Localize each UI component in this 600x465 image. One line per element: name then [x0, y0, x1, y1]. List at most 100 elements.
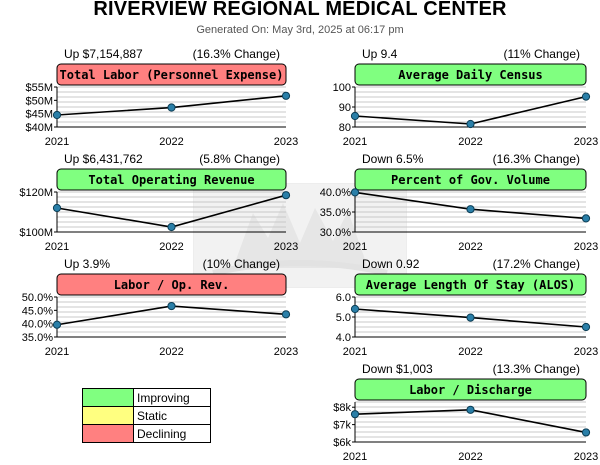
data-point — [52, 320, 62, 329]
data-point — [167, 301, 176, 311]
change-percent: (13.3% Change) — [493, 362, 580, 376]
x-tick-label: 2023 — [274, 241, 298, 253]
data-point — [581, 428, 591, 437]
data-point — [52, 203, 62, 213]
chart-title: Percent of Gov. Volume — [391, 173, 550, 187]
change-percent: (10% Change) — [203, 257, 280, 271]
status-tab — [56, 63, 287, 86]
y-tick-label: $45M — [25, 109, 53, 121]
change-amount: Down 0.92 — [362, 257, 420, 271]
series-line — [354, 95, 587, 125]
data-point — [281, 91, 291, 100]
y-tick-label: 90 — [339, 102, 351, 114]
chart-title: Total Labor (Personnel Expense) — [60, 68, 284, 82]
change-amount: Up 3.9% — [64, 257, 110, 271]
chart-panel-2: Up 9.4 (11% Change) Average Daily Census 80… — [333, 47, 599, 148]
legend: Improving Static Declining — [82, 388, 211, 443]
status-tab — [354, 168, 587, 191]
y-tick-label: $50M — [25, 95, 53, 107]
data-point — [350, 188, 360, 197]
x-tick-label: 2022 — [458, 346, 482, 358]
x-tick-label: 2023 — [574, 241, 598, 253]
data-point — [350, 111, 360, 121]
y-tick-label: 35.0% — [22, 332, 53, 344]
x-tick-label: 2023 — [574, 136, 598, 148]
chart-title: Labor / Op. Rev. — [114, 278, 230, 292]
data-point — [52, 110, 62, 120]
x-tick-label: 2022 — [458, 241, 482, 253]
x-tick-label: 2022 — [159, 241, 183, 253]
y-tick-label: 4.0 — [336, 332, 351, 344]
x-tick-label: 2021 — [45, 241, 69, 253]
y-tick-label: 40.0% — [22, 319, 53, 331]
change-percent: (11% Change) — [504, 47, 581, 61]
change-amount: Up $6,431,762 — [64, 152, 143, 166]
x-tick-label: 2021 — [343, 241, 367, 253]
y-tick-label: $6k — [333, 437, 351, 449]
data-point — [581, 214, 591, 223]
chart-panel-4: Down 6.5% (16.3% Change) Percent of Gov. V… — [320, 152, 598, 253]
legend-swatch-declining — [82, 424, 134, 443]
data-point — [350, 304, 360, 314]
status-tab — [354, 378, 587, 401]
legend-item-static: Static — [82, 406, 211, 425]
chart-panel-6: Down 0.92 (17.2% Change) Average Length Of… — [336, 257, 599, 358]
legend-item-improving: Improving — [82, 388, 211, 407]
x-tick-label: 2021 — [45, 136, 69, 148]
x-tick-label: 2021 — [343, 346, 367, 358]
chart-panel-1: Up $7,154,887 (16.3% Change) Total Labor (… — [25, 47, 298, 148]
y-tick-label: 30.0% — [320, 227, 351, 239]
x-tick-label: 2023 — [574, 451, 598, 463]
y-tick-label: $8k — [333, 402, 351, 414]
legend-label-improving: Improving — [133, 388, 211, 407]
legend-item-declining: Declining — [82, 424, 211, 443]
chart-panel-7: Down $1,003 (13.3% Change) Labor / Dischar… — [333, 362, 598, 463]
data-point — [581, 92, 591, 101]
y-tick-label: 45.0% — [22, 305, 53, 317]
change-percent: (5.8% Change) — [199, 152, 280, 166]
data-point — [167, 103, 176, 112]
y-tick-label: 40.0% — [320, 187, 351, 199]
chart-panel-3: Up $6,431,762 (5.8% Change) Total Operatin… — [19, 152, 298, 253]
status-tab — [354, 273, 587, 296]
x-tick-label: 2022 — [159, 346, 183, 358]
data-point — [466, 205, 475, 214]
y-tick-label: 35.0% — [320, 207, 351, 219]
y-tick-label: $40M — [25, 122, 53, 134]
x-tick-label: 2022 — [458, 451, 482, 463]
x-tick-label: 2023 — [274, 136, 298, 148]
legend-label-declining: Declining — [133, 424, 211, 443]
y-tick-label: 50.0% — [22, 292, 53, 304]
chart-title: Average Length Of Stay (ALOS) — [366, 278, 576, 292]
x-tick-label: 2021 — [343, 136, 367, 148]
data-point — [281, 191, 291, 200]
change-percent: (16.3% Change) — [493, 152, 580, 166]
y-tick-label: 6.0 — [336, 292, 351, 304]
x-tick-label: 2022 — [159, 136, 183, 148]
legend-label-static: Static — [133, 406, 211, 425]
chart-title: Total Operating Revenue — [88, 173, 254, 187]
y-tick-label: $7k — [333, 420, 351, 432]
y-tick-label: $120M — [19, 187, 53, 199]
x-tick-label: 2021 — [343, 451, 367, 463]
y-tick-label: 5.0 — [336, 312, 351, 324]
watermark-logo — [193, 183, 407, 288]
status-tab — [56, 168, 287, 191]
x-tick-label: 2023 — [274, 346, 298, 358]
legend-swatch-improving — [82, 388, 134, 407]
data-point — [281, 310, 291, 319]
change-amount: Down 6.5% — [362, 152, 424, 166]
chart-title: Average Daily Census — [398, 68, 543, 82]
data-point — [466, 313, 475, 322]
data-point — [466, 405, 475, 414]
change-amount: Up $7,154,887 — [64, 47, 143, 61]
change-percent: (16.3% Change) — [193, 47, 280, 61]
y-tick-label: 80 — [339, 122, 351, 134]
change-percent: (17.2% Change) — [493, 257, 580, 271]
y-tick-label: 100 — [333, 82, 351, 94]
status-tab — [354, 63, 587, 86]
data-point — [581, 322, 591, 332]
legend-swatch-static — [82, 406, 134, 425]
data-point — [466, 119, 475, 129]
